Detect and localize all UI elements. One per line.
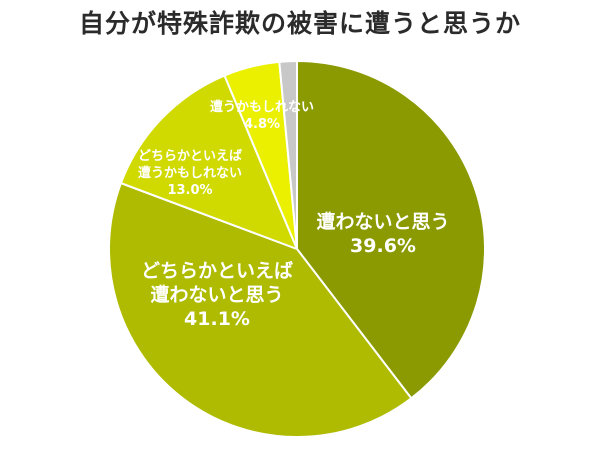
slice-category-label-2: どちらかといえば [138,149,242,164]
slice-value-label-1: 41.1% [184,308,250,330]
slice-category-label-0: 遭わないと思う [316,211,449,233]
pie-slice-0 [296,59,486,400]
slice-category-label-1: どちらかといえば [141,260,293,282]
pie-slice-4 [278,59,298,250]
pie-slice-1 [108,181,413,438]
slice-value-label-3: 4.8% [244,117,280,132]
slice-value-label-0: 39.6% [350,235,416,257]
slice-category-label-2: 遭うかもしれない [138,165,242,181]
slice-category-label-1: 遭わないと思う [150,284,283,306]
slice-value-label-2: 13.0% [167,183,212,198]
pie-slice-2 [119,74,299,251]
chart-title: 自分が特殊詐欺の被害に遭うと思うか [78,9,521,38]
slice-category-label-3: 遭うかもしれない [210,99,314,115]
